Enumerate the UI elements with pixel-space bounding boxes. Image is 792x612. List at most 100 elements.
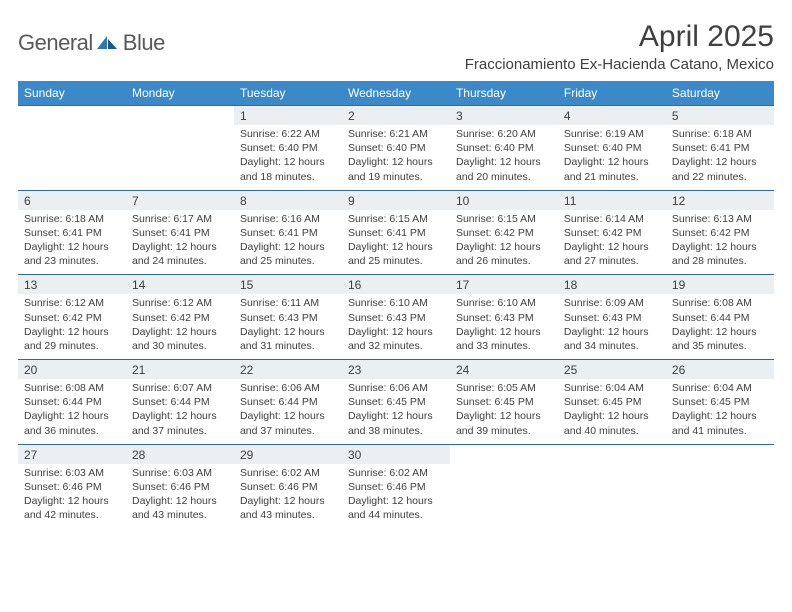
daylight-text-2: and 40 minutes. — [564, 424, 660, 438]
day-number-cell — [450, 444, 558, 464]
logo: General Blue — [18, 30, 165, 56]
day-number-cell: 13 — [18, 275, 126, 295]
day-number-cell: 10 — [450, 190, 558, 210]
day-detail-cell: Sunrise: 6:03 AMSunset: 6:46 PMDaylight:… — [18, 464, 126, 529]
sunset-text: Sunset: 6:45 PM — [672, 395, 768, 409]
day-number-cell: 26 — [666, 360, 774, 380]
daylight-text-2: and 43 minutes. — [132, 508, 228, 522]
sunrise-text: Sunrise: 6:18 AM — [672, 127, 768, 141]
day-detail-cell: Sunrise: 6:14 AMSunset: 6:42 PMDaylight:… — [558, 210, 666, 275]
daylight-text: Daylight: 12 hours — [24, 409, 120, 423]
daylight-text-2: and 20 minutes. — [456, 170, 552, 184]
daylight-text: Daylight: 12 hours — [348, 325, 444, 339]
daylight-text-2: and 42 minutes. — [24, 508, 120, 522]
day-number-row: 27282930 — [18, 444, 774, 464]
sunset-text: Sunset: 6:41 PM — [348, 226, 444, 240]
day-number-cell: 2 — [342, 106, 450, 126]
day-detail-cell: Sunrise: 6:20 AMSunset: 6:40 PMDaylight:… — [450, 125, 558, 190]
sunset-text: Sunset: 6:41 PM — [240, 226, 336, 240]
day-number-cell — [666, 444, 774, 464]
daylight-text-2: and 26 minutes. — [456, 254, 552, 268]
sunset-text: Sunset: 6:46 PM — [132, 480, 228, 494]
daylight-text-2: and 41 minutes. — [672, 424, 768, 438]
sunrise-text: Sunrise: 6:15 AM — [456, 212, 552, 226]
sunset-text: Sunset: 6:40 PM — [564, 141, 660, 155]
sunrise-text: Sunrise: 6:02 AM — [240, 466, 336, 480]
sunrise-text: Sunrise: 6:17 AM — [132, 212, 228, 226]
day-detail-row: Sunrise: 6:08 AMSunset: 6:44 PMDaylight:… — [18, 379, 774, 444]
weekday-header: Tuesday — [234, 81, 342, 106]
day-number-cell: 1 — [234, 106, 342, 126]
day-number-cell: 15 — [234, 275, 342, 295]
weekday-header-row: Sunday Monday Tuesday Wednesday Thursday… — [18, 81, 774, 106]
day-number-cell: 17 — [450, 275, 558, 295]
day-number-cell: 29 — [234, 444, 342, 464]
sunset-text: Sunset: 6:43 PM — [348, 311, 444, 325]
daylight-text: Daylight: 12 hours — [24, 494, 120, 508]
daylight-text-2: and 37 minutes. — [132, 424, 228, 438]
day-detail-cell — [126, 125, 234, 190]
day-detail-cell: Sunrise: 6:19 AMSunset: 6:40 PMDaylight:… — [558, 125, 666, 190]
weekday-header: Monday — [126, 81, 234, 106]
sunrise-text: Sunrise: 6:21 AM — [348, 127, 444, 141]
daylight-text-2: and 30 minutes. — [132, 339, 228, 353]
sunset-text: Sunset: 6:46 PM — [348, 480, 444, 494]
daylight-text: Daylight: 12 hours — [24, 240, 120, 254]
day-number-row: 6789101112 — [18, 190, 774, 210]
day-number-cell — [18, 106, 126, 126]
logo-text-general: General — [18, 30, 93, 56]
daylight-text: Daylight: 12 hours — [132, 325, 228, 339]
day-detail-cell: Sunrise: 6:04 AMSunset: 6:45 PMDaylight:… — [666, 379, 774, 444]
daylight-text-2: and 21 minutes. — [564, 170, 660, 184]
daylight-text-2: and 33 minutes. — [456, 339, 552, 353]
sunrise-text: Sunrise: 6:05 AM — [456, 381, 552, 395]
daylight-text: Daylight: 12 hours — [456, 155, 552, 169]
day-number-cell: 16 — [342, 275, 450, 295]
sunset-text: Sunset: 6:42 PM — [672, 226, 768, 240]
day-number-cell: 23 — [342, 360, 450, 380]
sunrise-text: Sunrise: 6:15 AM — [348, 212, 444, 226]
sunrise-text: Sunrise: 6:09 AM — [564, 296, 660, 310]
weekday-header: Friday — [558, 81, 666, 106]
sunset-text: Sunset: 6:40 PM — [456, 141, 552, 155]
daylight-text: Daylight: 12 hours — [348, 240, 444, 254]
sunrise-text: Sunrise: 6:19 AM — [564, 127, 660, 141]
sunrise-text: Sunrise: 6:11 AM — [240, 296, 336, 310]
daylight-text-2: and 36 minutes. — [24, 424, 120, 438]
daylight-text: Daylight: 12 hours — [240, 155, 336, 169]
daylight-text: Daylight: 12 hours — [456, 240, 552, 254]
sunset-text: Sunset: 6:43 PM — [456, 311, 552, 325]
sunrise-text: Sunrise: 6:20 AM — [456, 127, 552, 141]
day-detail-cell: Sunrise: 6:02 AMSunset: 6:46 PMDaylight:… — [234, 464, 342, 529]
daylight-text-2: and 31 minutes. — [240, 339, 336, 353]
sunset-text: Sunset: 6:42 PM — [456, 226, 552, 240]
sunrise-text: Sunrise: 6:16 AM — [240, 212, 336, 226]
daylight-text: Daylight: 12 hours — [456, 325, 552, 339]
day-detail-cell: Sunrise: 6:02 AMSunset: 6:46 PMDaylight:… — [342, 464, 450, 529]
day-detail-cell: Sunrise: 6:09 AMSunset: 6:43 PMDaylight:… — [558, 294, 666, 359]
day-detail-cell — [666, 464, 774, 529]
daylight-text-2: and 18 minutes. — [240, 170, 336, 184]
sunrise-text: Sunrise: 6:12 AM — [132, 296, 228, 310]
daylight-text-2: and 29 minutes. — [24, 339, 120, 353]
day-number-cell: 9 — [342, 190, 450, 210]
day-detail-cell: Sunrise: 6:18 AMSunset: 6:41 PMDaylight:… — [666, 125, 774, 190]
daylight-text-2: and 25 minutes. — [348, 254, 444, 268]
sunrise-text: Sunrise: 6:06 AM — [348, 381, 444, 395]
sunset-text: Sunset: 6:44 PM — [672, 311, 768, 325]
day-number-cell: 30 — [342, 444, 450, 464]
day-detail-cell: Sunrise: 6:05 AMSunset: 6:45 PMDaylight:… — [450, 379, 558, 444]
daylight-text: Daylight: 12 hours — [24, 325, 120, 339]
day-detail-cell — [18, 125, 126, 190]
daylight-text: Daylight: 12 hours — [672, 325, 768, 339]
sunset-text: Sunset: 6:45 PM — [564, 395, 660, 409]
day-detail-cell: Sunrise: 6:11 AMSunset: 6:43 PMDaylight:… — [234, 294, 342, 359]
sunrise-text: Sunrise: 6:02 AM — [348, 466, 444, 480]
day-detail-cell: Sunrise: 6:06 AMSunset: 6:45 PMDaylight:… — [342, 379, 450, 444]
daylight-text: Daylight: 12 hours — [564, 409, 660, 423]
daylight-text-2: and 25 minutes. — [240, 254, 336, 268]
sunrise-text: Sunrise: 6:03 AM — [24, 466, 120, 480]
day-detail-row: Sunrise: 6:22 AMSunset: 6:40 PMDaylight:… — [18, 125, 774, 190]
daylight-text: Daylight: 12 hours — [240, 240, 336, 254]
day-number-row: 13141516171819 — [18, 275, 774, 295]
